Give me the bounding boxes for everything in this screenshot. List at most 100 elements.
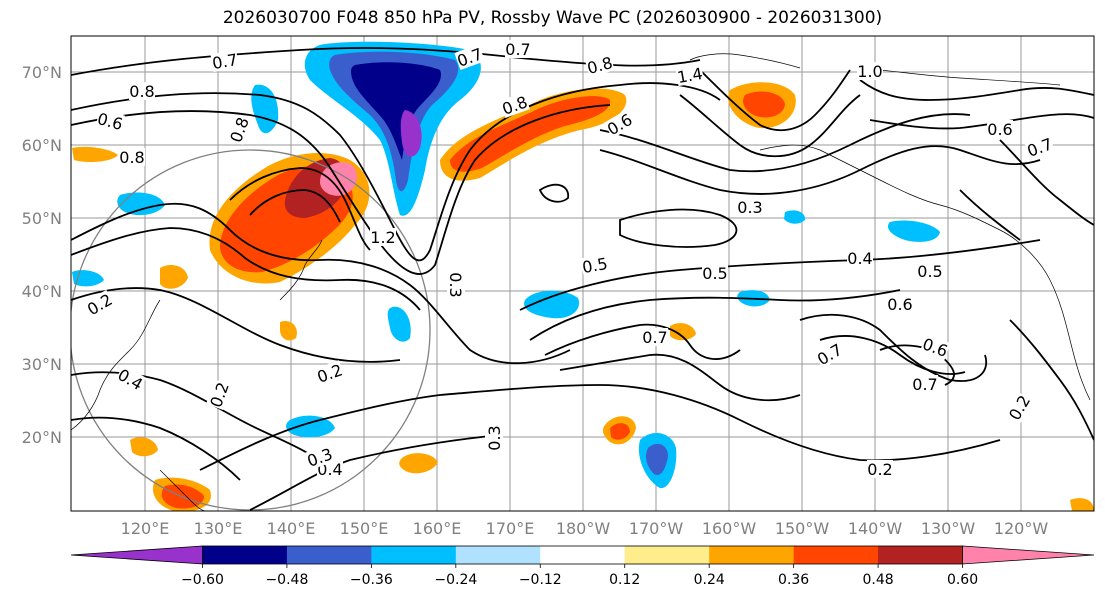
positive-anomaly-region xyxy=(450,96,611,172)
contour-label-group: 0.7 xyxy=(912,375,938,394)
contour-label: 0.5 xyxy=(917,262,942,281)
map-title: 2026030700 F048 850 hPa PV, Rossby Wave … xyxy=(222,8,883,28)
negative-anomaly-region xyxy=(286,415,335,438)
positive-anomaly-region xyxy=(130,437,158,457)
contour-label: 0.3 xyxy=(737,198,762,217)
contour-label: 0.3 xyxy=(446,272,465,297)
contour-label-bg xyxy=(920,334,951,360)
colorbar-right-extension xyxy=(962,545,1095,565)
contour-label-group: 0.8 xyxy=(119,148,145,167)
contour-label-group: 0.3 xyxy=(737,198,763,217)
positive-anomaly-region xyxy=(670,323,696,341)
contour-label-bg xyxy=(485,425,503,451)
contour-label-bg xyxy=(702,264,728,282)
latitude-label: 50°N xyxy=(22,209,62,228)
longitude-label: 120°E xyxy=(121,519,170,538)
positive-anomaly-region xyxy=(743,91,785,118)
contour-label-bg xyxy=(1024,134,1055,160)
contour-label-group: 0.7 xyxy=(505,40,531,59)
colorbar-tick-label: 0.48 xyxy=(863,572,894,588)
contour-label-bg xyxy=(206,379,232,410)
contour-label: 0.7 xyxy=(211,50,239,73)
contour-label: 0.5 xyxy=(581,254,609,277)
contour-label-group: 1.0 xyxy=(857,62,883,81)
colorbar-segment xyxy=(878,546,964,564)
negative-anomaly-region xyxy=(117,192,165,216)
longitude-label: 160°W xyxy=(702,519,757,538)
contour-label-bg xyxy=(83,289,116,319)
contour-label-bg xyxy=(887,295,913,313)
contour-label: 0.6 xyxy=(887,295,912,314)
longitude-label: 150°W xyxy=(775,519,830,538)
colorbar-tick-label: 0.36 xyxy=(778,572,809,588)
contour-label-bg xyxy=(226,114,252,145)
colorbar-segment xyxy=(371,546,457,564)
contour-label-bg xyxy=(95,108,126,134)
contour-label: 0.6 xyxy=(987,120,1012,139)
contour-label-bg xyxy=(447,272,465,298)
contour-label-bg xyxy=(119,148,145,166)
negative-anomaly-region xyxy=(72,270,104,287)
negative-anomaly-region xyxy=(646,443,668,476)
contour-label-group: 0.6 xyxy=(887,295,913,314)
colorbar-tick-label: 0.12 xyxy=(609,572,640,588)
contour-label-bg xyxy=(454,44,485,70)
contour-label: 1.2 xyxy=(370,228,395,247)
contour-label-bg xyxy=(1004,391,1034,424)
colorbar-segment xyxy=(793,546,879,564)
contour-label-bg xyxy=(314,360,345,386)
latitude-label: 20°N xyxy=(22,428,62,447)
contour-label: 0.7 xyxy=(912,375,937,394)
colorbar-tick-label: −0.12 xyxy=(519,572,562,588)
latitude-label: 40°N xyxy=(22,282,62,301)
contour-label-bg xyxy=(603,109,636,139)
positive-anomaly-region xyxy=(280,320,297,341)
contour-label-bg xyxy=(912,375,938,393)
longitude-label: 170°E xyxy=(486,519,535,538)
contour-label-bg xyxy=(114,364,147,394)
negative-anomaly-region xyxy=(784,210,806,224)
positive-anomaly-region xyxy=(399,453,438,474)
positive-anomaly-region xyxy=(72,146,118,163)
colorbar-tick-label: −0.36 xyxy=(350,572,393,588)
contour-label-bg xyxy=(857,62,883,80)
positive-anomaly-region xyxy=(319,162,358,196)
longitude-label: 130°W xyxy=(921,519,976,538)
contour-label-group: 1.2 xyxy=(370,228,396,247)
coastlines xyxy=(71,53,1091,511)
contour-label: 1.0 xyxy=(857,62,882,81)
contour-label-bg xyxy=(370,228,396,246)
contour-label-group: 0.7 xyxy=(642,328,668,347)
contour-label-bg xyxy=(129,82,155,100)
contour-label-bg xyxy=(867,460,893,478)
contour-label-group: 0.4 xyxy=(847,249,873,268)
latitude-label: 60°N xyxy=(22,136,62,155)
contour-label: 0.8 xyxy=(129,82,154,101)
colorbar-segment xyxy=(540,546,626,564)
contour-label-group: 0.3 xyxy=(446,272,465,298)
colorbar-left-extension xyxy=(70,545,203,565)
longitude-label: 120°W xyxy=(994,519,1049,538)
contour-label: 0.3 xyxy=(485,425,504,450)
contour-label-group: 0.6 xyxy=(987,120,1013,139)
contour-label-bg xyxy=(675,63,705,87)
negative-anomaly-region xyxy=(387,306,411,342)
longitude-label: 170°W xyxy=(629,519,684,538)
contour-label-bg xyxy=(642,328,668,346)
colorbar-tick-label: −0.48 xyxy=(265,572,308,588)
map-border xyxy=(70,35,1095,512)
contour-label-bg xyxy=(304,444,335,470)
positive-anomaly-region xyxy=(160,265,188,289)
contour-label-bg xyxy=(584,52,615,78)
contour-label-group: 0.2 xyxy=(867,460,893,479)
positive-anomaly-region xyxy=(610,423,630,440)
longitude-label: 160°E xyxy=(413,519,462,538)
colorbar-segment xyxy=(286,546,372,564)
colorbar-segment xyxy=(624,546,710,564)
longitude-label: 130°E xyxy=(194,519,243,538)
contour-label-group: 0.5 xyxy=(702,264,728,283)
contour-label: 0.8 xyxy=(119,148,144,167)
contour-label-group: 0.7 xyxy=(210,49,240,73)
pv-contours xyxy=(71,47,1094,511)
contour-label-bg xyxy=(737,198,763,216)
